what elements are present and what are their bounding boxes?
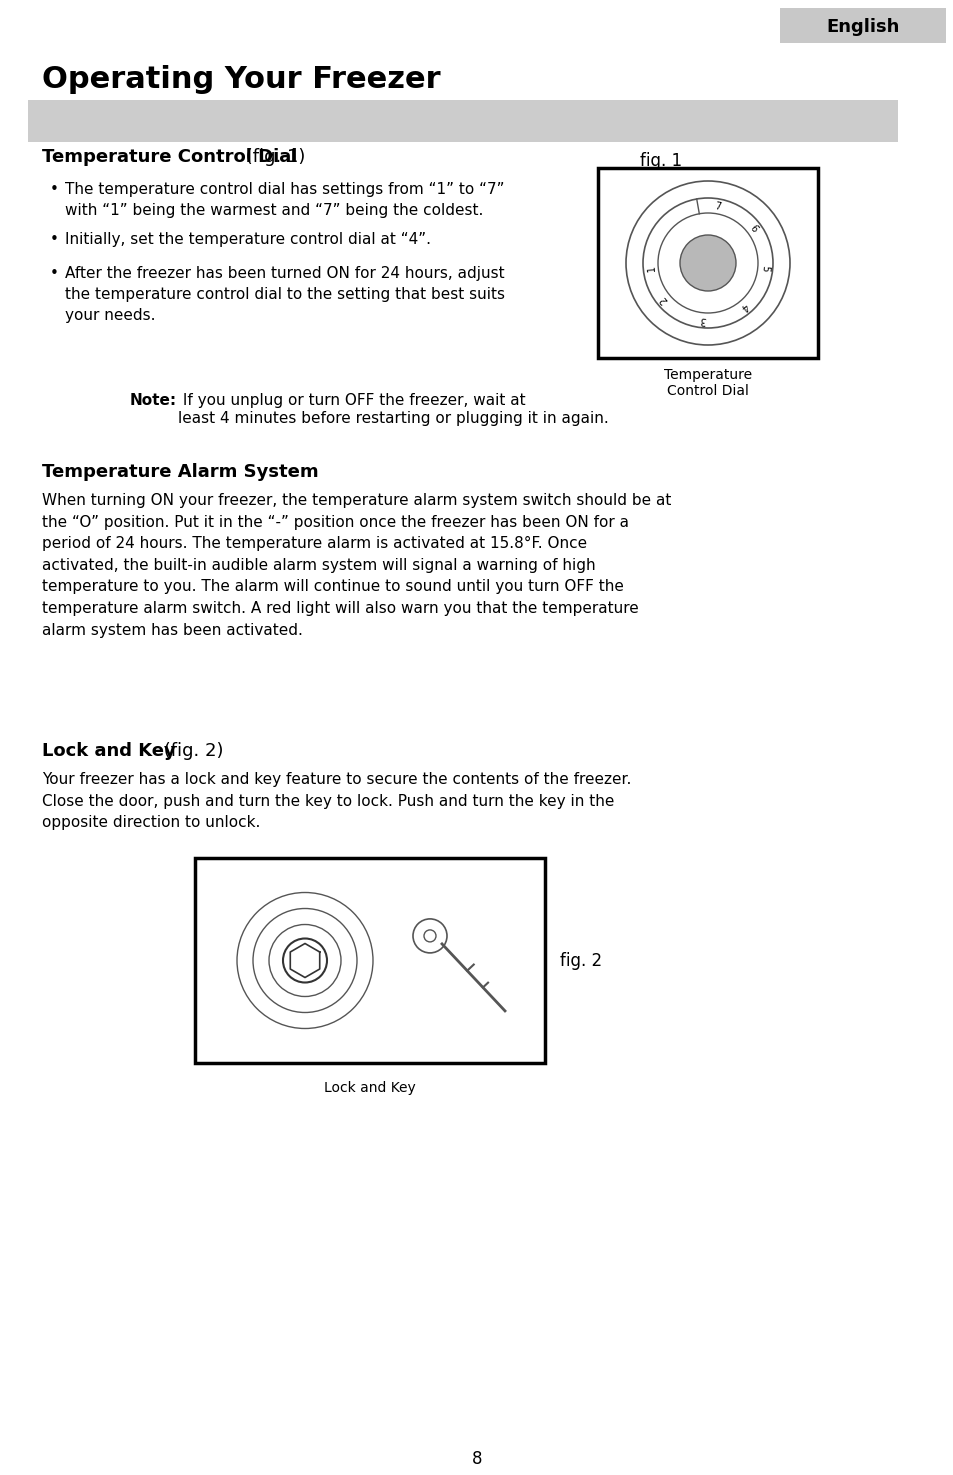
Text: 3: 3 bbox=[699, 314, 706, 324]
Text: 6: 6 bbox=[747, 223, 759, 235]
Text: least 4 minutes before restarting or plugging it in again.: least 4 minutes before restarting or plu… bbox=[178, 412, 608, 426]
Text: 7: 7 bbox=[713, 202, 721, 212]
Text: Lock and Key: Lock and Key bbox=[324, 1081, 416, 1094]
Text: After the freezer has been turned ON for 24 hours, adjust
the temperature contro: After the freezer has been turned ON for… bbox=[65, 266, 504, 323]
Text: The temperature control dial has settings from “1” to “7”
with “1” being the war: The temperature control dial has setting… bbox=[65, 181, 504, 218]
Text: •: • bbox=[50, 181, 59, 198]
Text: Temperature Alarm System: Temperature Alarm System bbox=[42, 463, 318, 481]
Text: Operating Your Freezer: Operating Your Freezer bbox=[42, 65, 440, 94]
Text: 8: 8 bbox=[471, 1450, 482, 1468]
Text: fig. 2: fig. 2 bbox=[559, 951, 601, 969]
Text: 1: 1 bbox=[645, 264, 656, 271]
Text: •: • bbox=[50, 266, 59, 282]
Text: (fig. 1): (fig. 1) bbox=[240, 148, 305, 167]
Text: Note:: Note: bbox=[130, 392, 177, 409]
Text: Initially, set the temperature control dial at “4”.: Initially, set the temperature control d… bbox=[65, 232, 431, 246]
Text: 4: 4 bbox=[739, 301, 749, 313]
Text: (fig. 2): (fig. 2) bbox=[158, 742, 223, 760]
FancyBboxPatch shape bbox=[194, 858, 544, 1063]
Text: 2: 2 bbox=[658, 294, 669, 305]
Text: If you unplug or turn OFF the freezer, wait at: If you unplug or turn OFF the freezer, w… bbox=[178, 392, 525, 409]
FancyBboxPatch shape bbox=[780, 7, 945, 43]
Text: English: English bbox=[825, 18, 899, 35]
Text: Lock and Key: Lock and Key bbox=[42, 742, 175, 760]
Text: Temperature Control Dial: Temperature Control Dial bbox=[42, 148, 297, 167]
Circle shape bbox=[679, 235, 735, 291]
Text: •: • bbox=[50, 232, 59, 246]
Text: 5: 5 bbox=[759, 264, 769, 271]
FancyBboxPatch shape bbox=[28, 100, 897, 142]
FancyBboxPatch shape bbox=[598, 168, 817, 358]
Text: When turning ON your freezer, the temperature alarm system switch should be at
t: When turning ON your freezer, the temper… bbox=[42, 493, 671, 637]
Text: Your freezer has a lock and key feature to secure the contents of the freezer.
C: Your freezer has a lock and key feature … bbox=[42, 771, 631, 830]
Text: Temperature: Temperature bbox=[663, 367, 751, 382]
Text: fig. 1: fig. 1 bbox=[639, 152, 681, 170]
Text: Control Dial: Control Dial bbox=[666, 384, 748, 398]
